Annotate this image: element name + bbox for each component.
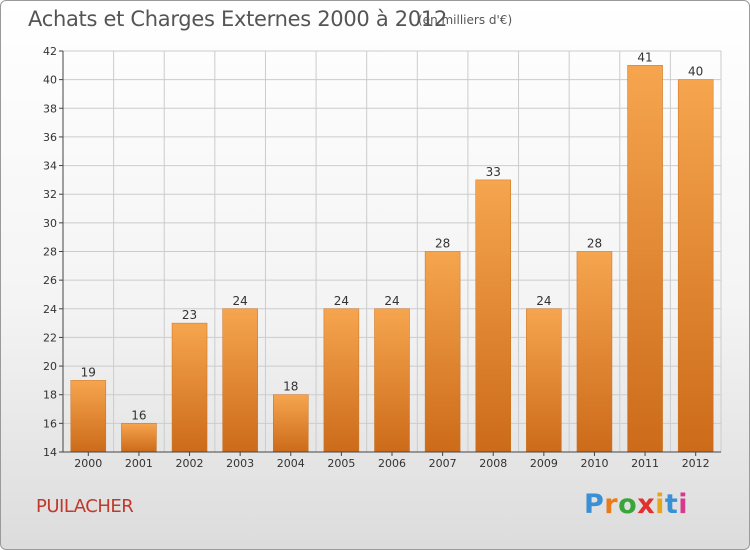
data-label: 33 [486,165,501,179]
x-tick-label: 2002 [176,457,204,470]
y-tick-label: 32 [43,188,57,201]
x-tick-label: 2003 [226,457,254,470]
x-tick-label: 2005 [327,457,355,470]
bar [475,179,511,453]
x-tick-label: 2011 [631,457,659,470]
x-tick-label: 2009 [530,457,558,470]
bar [576,251,613,453]
x-tick-label: 2001 [125,457,153,470]
bar [171,322,208,453]
y-tick-label: 38 [43,102,57,115]
logo-letter: o [618,489,638,520]
data-label: 19 [81,365,96,379]
x-tick-label: 2012 [682,457,710,470]
data-label: 18 [283,380,298,394]
data-label: 40 [688,65,703,79]
x-tick-label: 2006 [378,457,406,470]
proxiti-logo[interactable]: Proxiti [584,489,688,520]
logo-letter: t [664,489,679,520]
data-label: 24 [384,294,399,308]
data-label: 16 [131,408,146,422]
data-label: 41 [637,50,652,64]
logo-letter: r [604,489,619,520]
bar [323,308,360,453]
y-tick-label: 42 [43,45,57,58]
y-tick-label: 20 [43,360,57,373]
data-label: 23 [182,308,197,322]
chart-title: Achats et Charges Externes 2000 à 2012 [28,7,448,31]
x-tick-label: 2004 [277,457,305,470]
y-tick-label: 34 [43,160,57,173]
bar [273,394,309,453]
y-tick-label: 40 [43,74,57,87]
bar [677,79,714,453]
bar [222,308,258,453]
data-label: 28 [587,237,602,251]
y-tick-label: 14 [43,446,57,459]
x-tick-label: 2010 [580,457,608,470]
bar [121,423,157,453]
bar [526,308,562,453]
data-label: 28 [435,237,450,251]
y-tick-label: 30 [43,217,57,230]
y-tick-label: 22 [43,331,57,344]
bar [70,380,107,453]
chart-subtitle: (en milliers d'€) [418,13,513,27]
bar [424,251,461,453]
y-tick-label: 28 [43,246,57,259]
place-label: PUILACHER [36,496,134,517]
logo-letter: P [584,489,605,520]
data-label: 24 [233,294,248,308]
data-label: 24 [536,294,551,308]
x-tick-label: 2000 [74,457,102,470]
y-tick-label: 26 [43,274,57,287]
y-tick-label: 16 [43,417,57,430]
y-tick-label: 24 [43,303,57,316]
y-tick-label: 18 [43,389,57,402]
x-tick-label: 2007 [429,457,457,470]
x-tick-label: 2008 [479,457,507,470]
logo-letter: i [678,489,689,520]
bar [374,308,410,453]
bar [627,65,663,453]
logo-letter: i [655,489,665,520]
logo-letter: x [637,489,656,520]
y-tick-label: 36 [43,131,57,144]
data-label: 24 [334,294,349,308]
